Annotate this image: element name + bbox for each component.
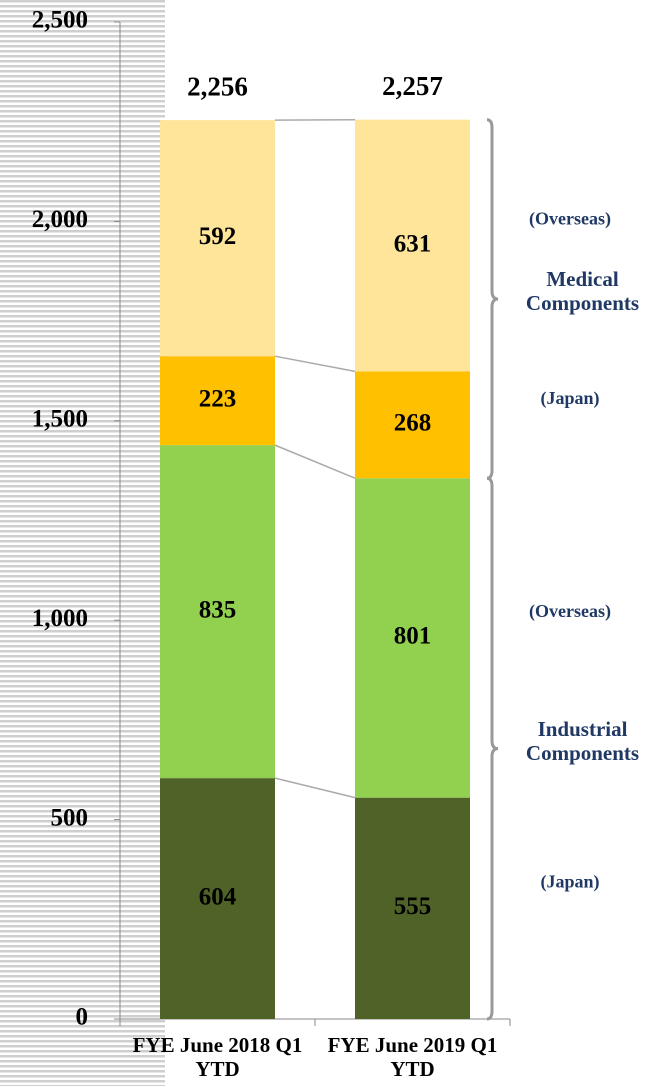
value-label: 801: [394, 623, 432, 650]
value-label: 592: [199, 223, 237, 250]
value-label: 835: [199, 596, 237, 623]
group-label: Medical Components: [525, 266, 640, 316]
bar-segment: [355, 371, 470, 479]
value-label: 223: [199, 385, 237, 412]
series-label: (Japan): [540, 388, 599, 409]
total-label: 2,257: [382, 71, 443, 101]
x-tick-label: FYE June 2018 Q1 YTD: [132, 1033, 303, 1082]
brace: [486, 118, 499, 480]
group-label-box: Industrial Components: [525, 716, 640, 765]
bar-segment: [160, 120, 275, 357]
background-stripes: [0, 0, 165, 1086]
bar-segment: [160, 778, 275, 1019]
connector: [274, 355, 356, 373]
connector: [274, 444, 356, 479]
x-tick-label: FYE June 2019 Q1 YTD: [327, 1033, 498, 1082]
series-label: (Overseas): [529, 601, 611, 622]
x-tick-label-box: FYE June 2018 Q1 YTD: [132, 1033, 303, 1082]
series-label: (Japan): [540, 871, 599, 892]
group-label: Industrial Components: [525, 716, 640, 765]
value-label: 555: [394, 893, 432, 920]
value-label: 604: [199, 883, 237, 910]
bar-segment: [355, 797, 470, 1019]
value-label: 268: [394, 410, 432, 437]
y-tick-label: 1,000: [32, 605, 88, 632]
value-label: 631: [394, 230, 432, 257]
x-tick-label-box: FYE June 2019 Q1 YTD: [327, 1033, 498, 1082]
group-label-box: Medical Components: [525, 266, 640, 316]
y-tick-label: 1,500: [32, 406, 88, 433]
y-tick-label: 500: [51, 804, 89, 831]
bar-segment: [355, 119, 470, 372]
bar-segment: [160, 445, 275, 779]
brace: [486, 476, 499, 1021]
total-label: 2,256: [187, 72, 248, 102]
y-tick-label: 0: [76, 1004, 89, 1031]
y-tick-label: 2,000: [32, 206, 88, 233]
bar-segment: [160, 356, 275, 446]
connector: [274, 777, 356, 799]
series-label: (Overseas): [529, 209, 611, 230]
y-tick-label: 2,500: [32, 7, 88, 34]
bar-segment: [355, 478, 470, 798]
